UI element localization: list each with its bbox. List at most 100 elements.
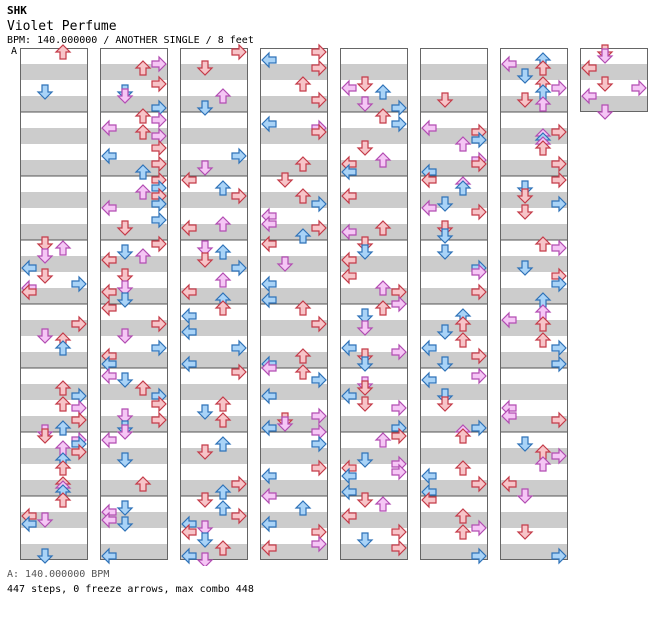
beat-stripe (500, 288, 568, 304)
beat-stripe (100, 288, 168, 304)
artist-name: SHK (7, 4, 27, 17)
beat-stripe (20, 128, 88, 144)
beat-stripe (420, 480, 488, 496)
beat-stripe (340, 416, 408, 432)
beat-stripe (500, 96, 568, 112)
beat-stripe (500, 320, 568, 336)
chart-column (420, 48, 488, 560)
beat-stripe (100, 224, 168, 240)
beat-stripe (260, 128, 328, 144)
beat-stripe (20, 224, 88, 240)
beat-stripe (100, 96, 168, 112)
beat-stripe (500, 416, 568, 432)
beat-stripe (100, 512, 168, 528)
beat-stripe (500, 192, 568, 208)
beat-stripe (340, 448, 408, 464)
beat-stripe (20, 320, 88, 336)
beat-stripe (420, 416, 488, 432)
beat-stripe (100, 480, 168, 496)
beat-stripe (420, 288, 488, 304)
beat-stripe (20, 64, 88, 80)
bpm-difficulty-line: BPM: 140.000000 / ANOTHER SINGLE / 8 fee… (7, 35, 254, 46)
beat-stripe (20, 448, 88, 464)
beat-stripe (20, 256, 88, 272)
chart-column (180, 48, 248, 560)
column-border (20, 48, 88, 560)
beat-stripe (20, 480, 88, 496)
beat-stripe (500, 480, 568, 496)
column-border (580, 48, 648, 112)
beat-stripe (420, 96, 488, 112)
beat-stripe (20, 384, 88, 400)
song-title: Violet Perfume (7, 19, 117, 34)
beat-stripe (100, 352, 168, 368)
beat-stripe (420, 544, 488, 560)
beat-stripe (420, 512, 488, 528)
beat-stripe (180, 224, 248, 240)
beat-stripe (100, 384, 168, 400)
column-border (100, 48, 168, 560)
beat-stripe (180, 448, 248, 464)
beat-stripe (100, 544, 168, 560)
beat-stripe (500, 160, 568, 176)
beat-stripe (340, 544, 408, 560)
beat-stripe (180, 96, 248, 112)
beat-stripe (500, 352, 568, 368)
beat-stripe (420, 128, 488, 144)
beat-stripe (340, 192, 408, 208)
beat-stripe (180, 128, 248, 144)
beat-stripe (100, 128, 168, 144)
beat-stripe (20, 352, 88, 368)
beat-stripe (340, 256, 408, 272)
chart-column (100, 48, 168, 560)
beat-stripe (20, 192, 88, 208)
beat-stripe (260, 64, 328, 80)
beat-stripe (420, 256, 488, 272)
beat-stripe (340, 320, 408, 336)
beat-stripe (180, 160, 248, 176)
beat-stripe (260, 320, 328, 336)
beat-stripe (500, 544, 568, 560)
column-border (420, 48, 488, 560)
beat-stripe (340, 384, 408, 400)
beat-stripe (340, 224, 408, 240)
beat-stripe (100, 256, 168, 272)
beat-stripe (500, 512, 568, 528)
beat-stripe (500, 64, 568, 80)
beat-stripe (420, 384, 488, 400)
beat-stripe (100, 448, 168, 464)
beat-stripe (260, 96, 328, 112)
beat-stripe (340, 160, 408, 176)
beat-stripe (420, 320, 488, 336)
chart-column (20, 48, 88, 560)
column-border (340, 48, 408, 560)
beat-stripe (180, 480, 248, 496)
bpm-marker: A (11, 46, 18, 57)
beat-stripe (260, 256, 328, 272)
beat-stripe (180, 192, 248, 208)
chart-column (260, 48, 328, 560)
beat-stripe (260, 288, 328, 304)
beat-stripe (340, 96, 408, 112)
beat-stripe (180, 416, 248, 432)
beat-stripe (260, 384, 328, 400)
beat-stripe (420, 448, 488, 464)
beat-stripe (420, 64, 488, 80)
beat-stripe (340, 352, 408, 368)
beat-stripe (100, 320, 168, 336)
beat-stripe (180, 512, 248, 528)
beat-stripe (500, 448, 568, 464)
beat-stripe (340, 64, 408, 80)
beat-stripe (20, 544, 88, 560)
beat-stripe (500, 256, 568, 272)
beat-stripe (420, 192, 488, 208)
beat-stripe (260, 224, 328, 240)
beat-stripe (340, 128, 408, 144)
beat-stripe (260, 544, 328, 560)
chart-column (580, 48, 648, 112)
beat-stripe (180, 256, 248, 272)
beat-stripe (420, 160, 488, 176)
beat-stripe (20, 160, 88, 176)
beat-stripe (20, 512, 88, 528)
beat-stripe (340, 288, 408, 304)
